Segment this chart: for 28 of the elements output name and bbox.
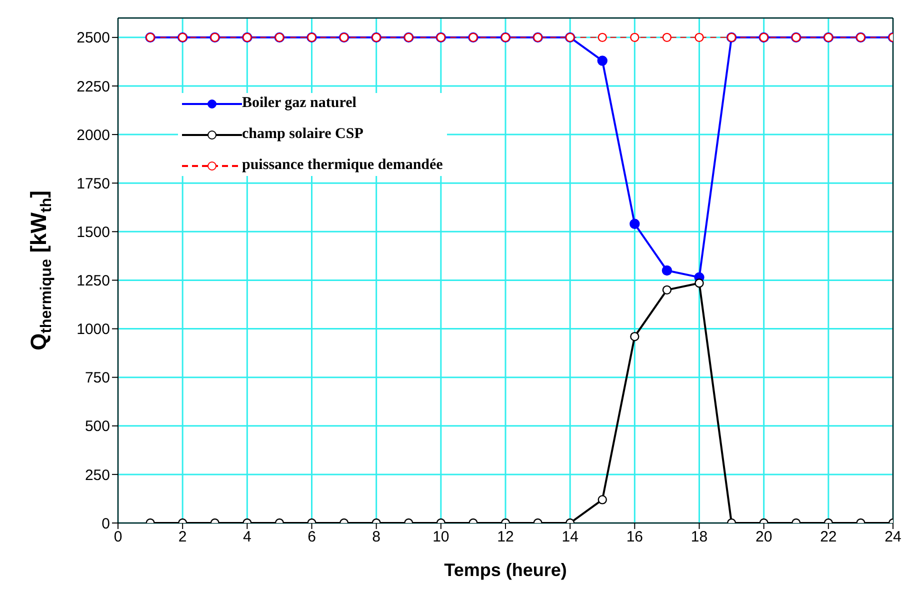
x-tick-label: 24: [884, 528, 902, 546]
x-tick-label: 14: [562, 528, 578, 546]
y-tick-label: 250: [84, 466, 110, 484]
x-tick-label: 10: [432, 528, 450, 546]
y-tick-label: 2000: [76, 126, 110, 144]
legend-label: champ solaire CSP: [242, 126, 364, 143]
x-tick-label: 2: [178, 528, 187, 546]
y-tick-label: 1250: [76, 272, 110, 290]
y-tick-label: 0: [102, 515, 110, 532]
x-axis-title: Temps (heure): [444, 560, 567, 580]
x-tick-label: 8: [372, 528, 381, 546]
x-tick-label: 4: [242, 528, 252, 546]
y-tick-label: 1750: [76, 175, 110, 192]
y-tick-label: 750: [84, 370, 110, 387]
y-tick-label: 2500: [76, 30, 110, 47]
x-tick-label: 20: [755, 528, 772, 546]
x-tick-label: 12: [497, 528, 514, 546]
x-tick-label: 18: [690, 528, 708, 546]
y-tick-label: 500: [84, 418, 110, 436]
y-tick-label: 1500: [76, 224, 110, 241]
legend-label: puissance thermique demandée: [242, 157, 443, 174]
y-tick-label: 1000: [76, 321, 110, 338]
x-tick-label: 22: [820, 528, 837, 546]
x-tick-label: 16: [626, 528, 644, 546]
x-tick-label: 6: [308, 528, 316, 546]
y-tick-label: 2250: [76, 78, 110, 96]
legend-label: Boiler gaz naturel: [242, 95, 356, 112]
x-tick-label: 0: [114, 528, 122, 546]
